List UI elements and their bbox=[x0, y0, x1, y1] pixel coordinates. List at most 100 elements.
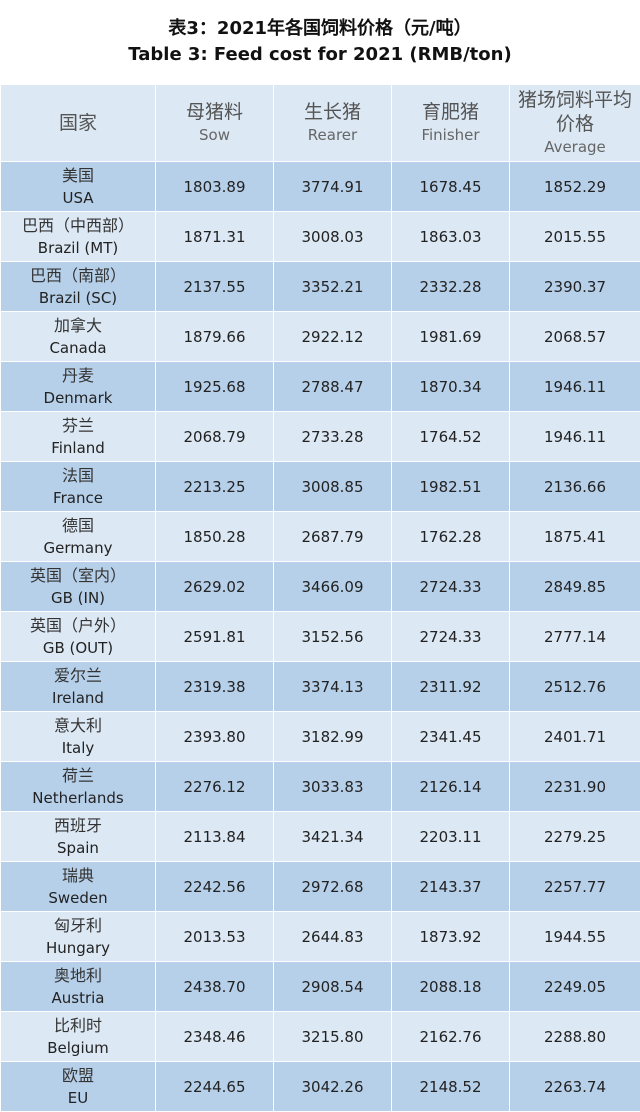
average-cost-cell: 2279.25 bbox=[510, 812, 640, 862]
country-name-zh: 法国 bbox=[1, 465, 155, 487]
header-country-zh: 国家 bbox=[59, 112, 97, 134]
header-sow: 母猪料 Sow bbox=[156, 85, 274, 162]
country-name-zh: 丹麦 bbox=[1, 365, 155, 387]
rearer-cost-cell: 2972.68 bbox=[274, 862, 392, 912]
average-cost-cell: 2068.57 bbox=[510, 312, 640, 362]
sow-cost-cell: 2276.12 bbox=[156, 762, 274, 812]
finisher-cost-cell: 1870.34 bbox=[392, 362, 510, 412]
country-name-en: Canada bbox=[1, 337, 155, 359]
country-cell: 巴西（南部）Brazil (SC) bbox=[1, 262, 156, 312]
rearer-cost-cell: 2922.12 bbox=[274, 312, 392, 362]
country-name-zh: 爱尔兰 bbox=[1, 665, 155, 687]
country-name-zh: 荷兰 bbox=[1, 765, 155, 787]
country-name-zh: 意大利 bbox=[1, 715, 155, 737]
finisher-cost-cell: 2162.76 bbox=[392, 1012, 510, 1062]
sow-cost-cell: 1925.68 bbox=[156, 362, 274, 412]
finisher-cost-cell: 2088.18 bbox=[392, 962, 510, 1012]
average-cost-cell: 1852.29 bbox=[510, 162, 640, 212]
rearer-cost-cell: 3152.56 bbox=[274, 612, 392, 662]
header-row: 国家 母猪料 Sow 生长猪 Rearer 育肥猪 Finisher 猪场饲料平… bbox=[1, 85, 640, 162]
country-name-zh: 芬兰 bbox=[1, 415, 155, 437]
header-average-en: Average bbox=[510, 136, 640, 158]
sow-cost-cell: 1850.28 bbox=[156, 512, 274, 562]
average-cost-cell: 2257.77 bbox=[510, 862, 640, 912]
country-name-en: Netherlands bbox=[1, 787, 155, 809]
header-country: 国家 bbox=[1, 85, 156, 162]
country-name-en: Germany bbox=[1, 537, 155, 559]
sow-cost-cell: 2348.46 bbox=[156, 1012, 274, 1062]
country-name-en: Sweden bbox=[1, 887, 155, 909]
average-cost-cell: 2512.76 bbox=[510, 662, 640, 712]
finisher-cost-cell: 1764.52 bbox=[392, 412, 510, 462]
country-cell: 英国（户外）GB (OUT) bbox=[1, 612, 156, 662]
rearer-cost-cell: 3352.21 bbox=[274, 262, 392, 312]
rearer-cost-cell: 3033.83 bbox=[274, 762, 392, 812]
finisher-cost-cell: 1762.28 bbox=[392, 512, 510, 562]
finisher-cost-cell: 2332.28 bbox=[392, 262, 510, 312]
rearer-cost-cell: 2687.79 bbox=[274, 512, 392, 562]
header-sow-zh: 母猪料 bbox=[156, 100, 273, 124]
sow-cost-cell: 2068.79 bbox=[156, 412, 274, 462]
country-name-zh: 瑞典 bbox=[1, 865, 155, 887]
finisher-cost-cell: 2143.37 bbox=[392, 862, 510, 912]
country-name-zh: 巴西（中西部） bbox=[1, 215, 155, 237]
average-cost-cell: 2136.66 bbox=[510, 462, 640, 512]
average-cost-cell: 2401.71 bbox=[510, 712, 640, 762]
rearer-cost-cell: 3774.91 bbox=[274, 162, 392, 212]
country-name-en: Brazil (SC) bbox=[1, 287, 155, 309]
country-name-en: GB (OUT) bbox=[1, 637, 155, 659]
header-rearer-zh: 生长猪 bbox=[274, 100, 391, 124]
country-name-en: USA bbox=[1, 187, 155, 209]
title-english: Table 3: Feed cost for 2021 (RMB/ton) bbox=[128, 42, 511, 68]
finisher-cost-cell: 1873.92 bbox=[392, 912, 510, 962]
average-cost-cell: 2777.14 bbox=[510, 612, 640, 662]
country-name-zh: 英国（室内） bbox=[1, 565, 155, 587]
sow-cost-cell: 2438.70 bbox=[156, 962, 274, 1012]
average-cost-cell: 1946.11 bbox=[510, 412, 640, 462]
sow-cost-cell: 2113.84 bbox=[156, 812, 274, 862]
sow-cost-cell: 2013.53 bbox=[156, 912, 274, 962]
country-name-zh: 巴西（南部） bbox=[1, 265, 155, 287]
country-name-en: France bbox=[1, 487, 155, 509]
rearer-cost-cell: 3421.34 bbox=[274, 812, 392, 862]
sow-cost-cell: 2242.56 bbox=[156, 862, 274, 912]
average-cost-cell: 2015.55 bbox=[510, 212, 640, 262]
title-chinese: 表3：2021年各国饲料价格（元/吨） bbox=[168, 16, 471, 42]
country-name-en: Brazil (MT) bbox=[1, 237, 155, 259]
average-cost-cell: 1944.55 bbox=[510, 912, 640, 962]
average-cost-cell: 2288.80 bbox=[510, 1012, 640, 1062]
finisher-cost-cell: 2126.14 bbox=[392, 762, 510, 812]
finisher-cost-cell: 2203.11 bbox=[392, 812, 510, 862]
sow-cost-cell: 1879.66 bbox=[156, 312, 274, 362]
finisher-cost-cell: 2341.45 bbox=[392, 712, 510, 762]
rearer-cost-cell: 2908.54 bbox=[274, 962, 392, 1012]
sow-cost-cell: 2137.55 bbox=[156, 262, 274, 312]
finisher-cost-cell: 1863.03 bbox=[392, 212, 510, 262]
country-name-en: Belgium bbox=[1, 1037, 155, 1059]
rearer-cost-cell: 2788.47 bbox=[274, 362, 392, 412]
average-cost-cell: 2390.37 bbox=[510, 262, 640, 312]
header-rearer-en: Rearer bbox=[274, 124, 391, 146]
